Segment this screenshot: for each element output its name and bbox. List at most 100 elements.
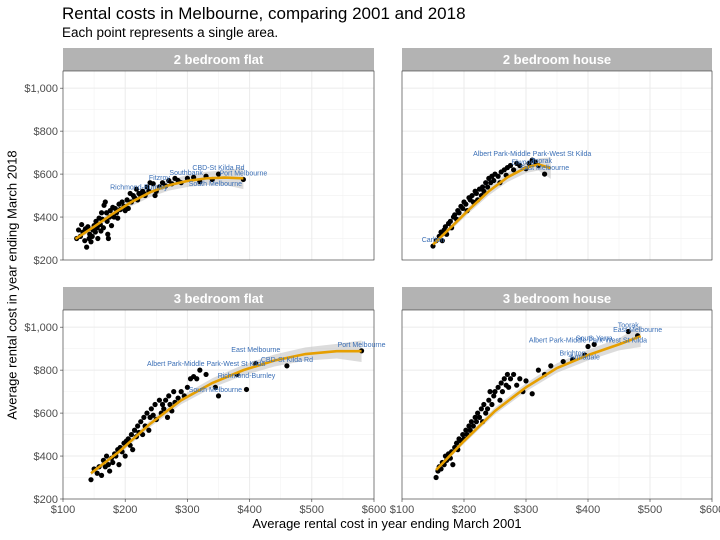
data-point bbox=[504, 371, 510, 378]
data-point bbox=[100, 225, 107, 231]
data-point bbox=[152, 192, 158, 199]
data-point bbox=[442, 224, 448, 230]
data-point bbox=[138, 419, 144, 425]
data-point bbox=[84, 244, 90, 250]
data-point bbox=[144, 410, 150, 416]
data-point bbox=[105, 462, 112, 468]
data-point bbox=[452, 212, 458, 218]
x-tick-label: $300 bbox=[175, 504, 199, 516]
data-point bbox=[94, 470, 100, 476]
data-point bbox=[439, 238, 445, 244]
point-annotation: East Melbourne bbox=[613, 327, 662, 334]
data-point bbox=[483, 180, 489, 186]
point-annotation: South Melbourne bbox=[189, 181, 242, 188]
data-point bbox=[475, 410, 481, 416]
point-annotation: Albert Park-Middle Park-West St Kilda bbox=[473, 151, 591, 158]
chart-subtitle: Each point represents a single area. bbox=[62, 25, 279, 40]
point-annotation: CBD-St Kilda Rd bbox=[261, 357, 313, 364]
data-point bbox=[98, 210, 105, 216]
data-point bbox=[161, 406, 167, 412]
x-tick-label: $600 bbox=[700, 504, 720, 516]
x-tick-label: $500 bbox=[638, 504, 662, 516]
data-point bbox=[467, 427, 473, 433]
data-point bbox=[156, 397, 163, 403]
data-point bbox=[197, 367, 203, 373]
x-tick-label: $100 bbox=[390, 504, 414, 516]
data-point bbox=[510, 167, 517, 173]
data-point bbox=[585, 343, 591, 350]
data-point bbox=[194, 376, 200, 382]
facet-panel: 2 bedroom house Albert Park-Middle Park-W… bbox=[401, 48, 713, 261]
y-tick-label: $1,000 bbox=[24, 83, 58, 95]
data-point bbox=[529, 391, 535, 397]
data-point bbox=[105, 235, 112, 242]
x-tick-label: $200 bbox=[452, 504, 476, 516]
data-point bbox=[112, 205, 118, 212]
smooth-line bbox=[74, 176, 244, 241]
point-annotation: South Yarra bbox=[576, 335, 613, 342]
data-point bbox=[150, 181, 156, 187]
data-point bbox=[523, 378, 529, 384]
data-point bbox=[498, 380, 504, 386]
point-annotation: Fitzroy bbox=[149, 175, 171, 182]
data-point bbox=[483, 410, 489, 416]
data-point bbox=[135, 423, 141, 429]
data-point bbox=[131, 427, 138, 433]
data-point bbox=[492, 389, 498, 395]
x-tick-label: $400 bbox=[237, 504, 261, 516]
y-tick-label: $200 bbox=[34, 255, 58, 267]
data-point bbox=[159, 401, 166, 408]
data-point bbox=[499, 389, 506, 395]
data-point bbox=[148, 406, 154, 412]
data-point bbox=[487, 389, 493, 395]
data-point bbox=[164, 414, 171, 420]
y-tick-label: $400 bbox=[34, 451, 58, 463]
point-annotation: East Melbourne bbox=[231, 347, 280, 354]
data-point bbox=[175, 395, 181, 401]
point-annotation: Richmond-Burnley bbox=[218, 373, 276, 380]
confidence-band bbox=[436, 325, 641, 473]
data-point bbox=[489, 401, 495, 408]
data-point bbox=[542, 171, 548, 177]
data-point bbox=[284, 363, 290, 369]
data-point bbox=[460, 205, 466, 212]
y-tick-label: $600 bbox=[34, 408, 58, 420]
y-tick-label: $400 bbox=[34, 212, 58, 224]
data-point bbox=[453, 440, 460, 446]
data-point bbox=[75, 227, 82, 233]
point-annotation: South Melbourne bbox=[189, 387, 242, 394]
data-point bbox=[460, 431, 466, 438]
point-annotation: Armadale bbox=[570, 355, 600, 362]
data-point bbox=[215, 171, 222, 177]
data-point bbox=[130, 447, 136, 453]
point-annotation: Port Melbourne bbox=[338, 342, 386, 349]
data-point bbox=[122, 453, 128, 459]
data-point bbox=[450, 462, 456, 468]
point-annotation: Carlton bbox=[422, 237, 445, 244]
data-point bbox=[141, 414, 147, 420]
data-point bbox=[473, 419, 479, 425]
point-annotation: Southbank bbox=[169, 170, 203, 177]
chart-title: Rental costs in Melbourne, comparing 200… bbox=[62, 4, 466, 23]
point-annotation: Albert Park-Middle Park-West St Kilda bbox=[147, 361, 265, 368]
data-point bbox=[491, 393, 497, 399]
data-point bbox=[116, 462, 122, 468]
data-point bbox=[79, 221, 85, 228]
data-point bbox=[560, 358, 566, 365]
point-annotation: Albert Park-Middle Park-West St Kilda bbox=[529, 338, 647, 345]
data-point bbox=[184, 384, 190, 390]
point-annotation: CBD-St Kilda Rd bbox=[192, 165, 244, 172]
data-point bbox=[125, 436, 131, 442]
x-tick-label: $200 bbox=[113, 504, 137, 516]
data-point bbox=[178, 389, 184, 395]
data-point bbox=[470, 423, 476, 429]
y-tick-label: $1,000 bbox=[24, 322, 58, 334]
data-point bbox=[456, 210, 462, 216]
data-point bbox=[215, 393, 222, 399]
data-point bbox=[107, 468, 113, 474]
data-point bbox=[159, 180, 166, 186]
data-point bbox=[82, 238, 88, 244]
data-point bbox=[125, 205, 131, 212]
